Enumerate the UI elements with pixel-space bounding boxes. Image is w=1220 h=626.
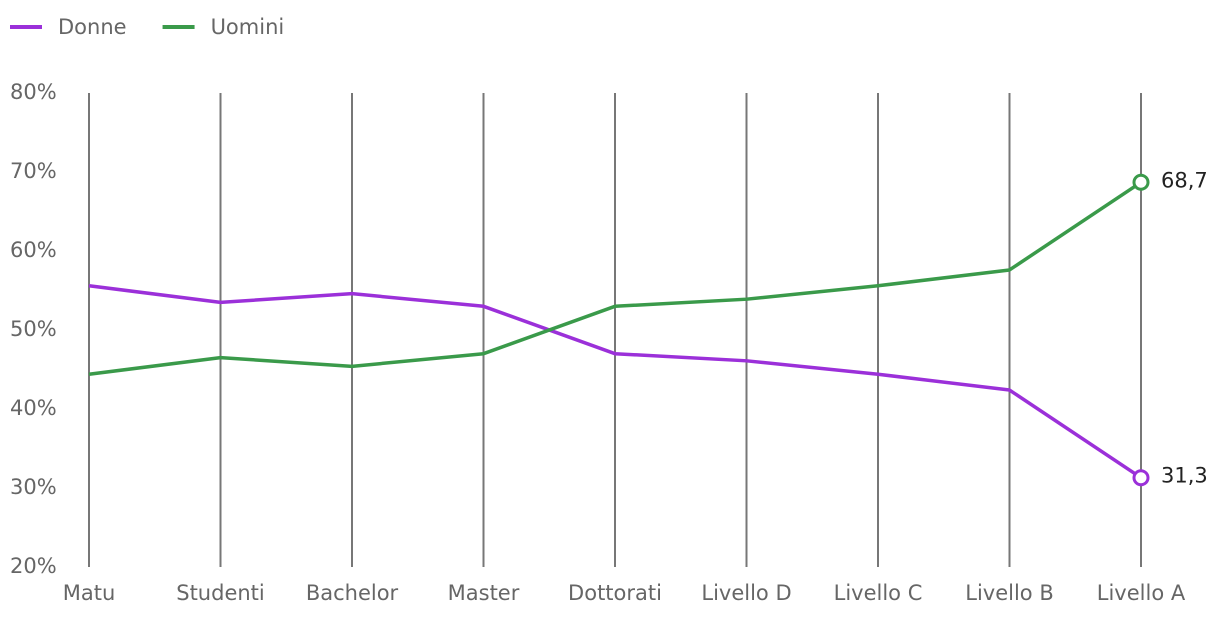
x-tick-label: Livello A (1097, 581, 1186, 605)
point-marker (1132, 173, 1150, 191)
y-tick-label: 70% (10, 159, 57, 183)
y-tick-label: 60% (10, 238, 57, 262)
x-tick-label: Studenti (176, 581, 265, 605)
series-line (88, 180, 1142, 376)
value-label: 31,3 (1161, 464, 1208, 488)
legend-label: Donne (58, 15, 127, 39)
x-tick-label: Livello D (701, 581, 791, 605)
x-tick-label: Dottorati (568, 581, 662, 605)
value-label: 68,7 (1161, 168, 1208, 192)
y-tick-label: 30% (10, 475, 57, 499)
x-tick-label: Master (448, 581, 520, 605)
x-tick-label: Bachelor (306, 581, 399, 605)
series-line (88, 284, 1142, 480)
y-tick-label: 20% (10, 554, 57, 578)
point-marker (1132, 469, 1150, 487)
legend-label: Uomini (211, 15, 285, 39)
x-tick-label: Livello B (965, 581, 1053, 605)
y-tick-label: 80% (10, 80, 57, 104)
y-tick-label: 40% (10, 396, 57, 420)
y-tick-label: 50% (10, 317, 57, 341)
x-tick-label: Livello C (834, 581, 923, 605)
x-tick-label: Matu (63, 581, 116, 605)
